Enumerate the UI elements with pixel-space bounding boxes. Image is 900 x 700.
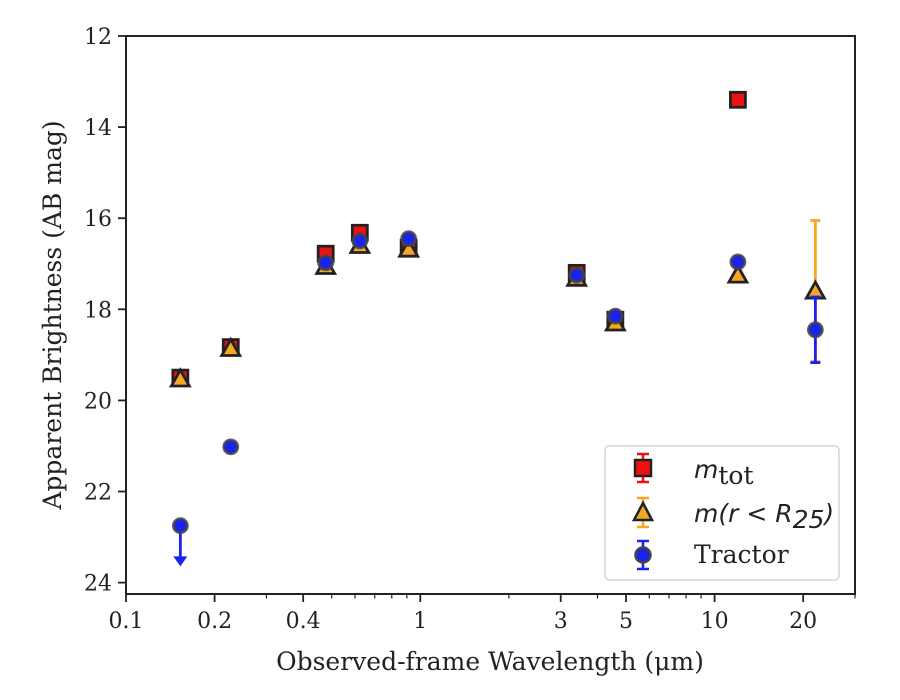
x-tick-label-0.2: 0.2 bbox=[197, 609, 232, 634]
series-2-point-5 bbox=[568, 266, 586, 284]
upper-limit-arrow-head bbox=[173, 556, 188, 567]
legend-box bbox=[604, 445, 840, 581]
y-tick-label-24: 24 bbox=[84, 572, 112, 597]
series-1-point-4 bbox=[397, 237, 421, 258]
triangle-marker bbox=[168, 367, 192, 388]
y-tick-label-14: 14 bbox=[84, 116, 112, 141]
legend-marker-mtot bbox=[633, 452, 653, 484]
legend-label-tractor: Tractor bbox=[694, 540, 789, 569]
x-tick-label-3: 3 bbox=[554, 609, 568, 634]
series-2-point-4 bbox=[400, 230, 418, 248]
x-axis-label: Observed-frame Wavelength (μm) bbox=[276, 647, 704, 676]
legend-label-m-r25: m(r < R25) bbox=[694, 499, 834, 534]
square-marker bbox=[728, 90, 747, 109]
series-1-point-1 bbox=[219, 336, 243, 357]
series-1-point-0 bbox=[168, 367, 192, 388]
series-2-point-6 bbox=[606, 307, 624, 325]
series-2-point-7 bbox=[729, 253, 747, 271]
legend-marker-tractor bbox=[634, 539, 652, 571]
y-axis-label: Apparent Brightness (AB mag) bbox=[38, 120, 67, 510]
series-2-point-3 bbox=[351, 232, 369, 250]
series-2-point-1 bbox=[222, 438, 240, 456]
legend-mr-main: m(r < R bbox=[694, 499, 793, 528]
legend-mr-sub: 25 bbox=[793, 505, 825, 534]
circle-marker bbox=[606, 307, 624, 325]
circle-marker bbox=[400, 230, 418, 248]
y-tick-label-18: 18 bbox=[84, 298, 112, 323]
circle-marker bbox=[171, 517, 189, 535]
legend-mtot-sub: tot bbox=[718, 461, 753, 490]
triangle-marker bbox=[219, 336, 243, 357]
y-tick-label-22: 22 bbox=[84, 481, 112, 506]
circle-marker bbox=[729, 253, 747, 271]
series-2-point-0 bbox=[171, 517, 189, 567]
axis-ticks: 0.1 0.2 0.4 1 3 5 10 20 12 14 16 18 20 22 24 bbox=[84, 25, 856, 634]
x-tick-label-20: 20 bbox=[789, 609, 817, 634]
series-0-point-7 bbox=[728, 90, 747, 109]
legend: mtot m(r < R25) Tractor bbox=[604, 445, 840, 581]
x-tick-label-5: 5 bbox=[619, 609, 633, 634]
legend-label-mtot: mtot bbox=[694, 455, 754, 490]
x-tick-label-1: 1 bbox=[413, 609, 427, 634]
circle-marker bbox=[568, 266, 586, 284]
legend-mtot-main: m bbox=[694, 455, 718, 484]
triangle-marker bbox=[397, 237, 421, 258]
triangle-marker bbox=[726, 263, 750, 284]
circle-marker bbox=[222, 438, 240, 456]
series-2-point-8 bbox=[806, 295, 824, 365]
circle-marker bbox=[351, 232, 369, 250]
x-tick-label-0.1: 0.1 bbox=[109, 609, 144, 634]
y-tick-label-16: 16 bbox=[84, 207, 112, 232]
x-tick-label-10: 10 bbox=[701, 609, 729, 634]
x-tick-label-0.4: 0.4 bbox=[286, 609, 321, 634]
plot-frame bbox=[125, 35, 856, 595]
series-2-point-2 bbox=[317, 254, 335, 272]
y-tick-label-12: 12 bbox=[84, 25, 112, 50]
y-tick-label-20: 20 bbox=[84, 389, 112, 414]
data-marks bbox=[168, 90, 827, 567]
legend-marker-m-r25 bbox=[631, 496, 655, 529]
circle-marker bbox=[317, 254, 335, 272]
legend-mr-close: ) bbox=[822, 499, 834, 528]
circle-marker bbox=[806, 321, 824, 339]
series-1-point-7 bbox=[726, 263, 750, 284]
series-2 bbox=[171, 230, 824, 567]
